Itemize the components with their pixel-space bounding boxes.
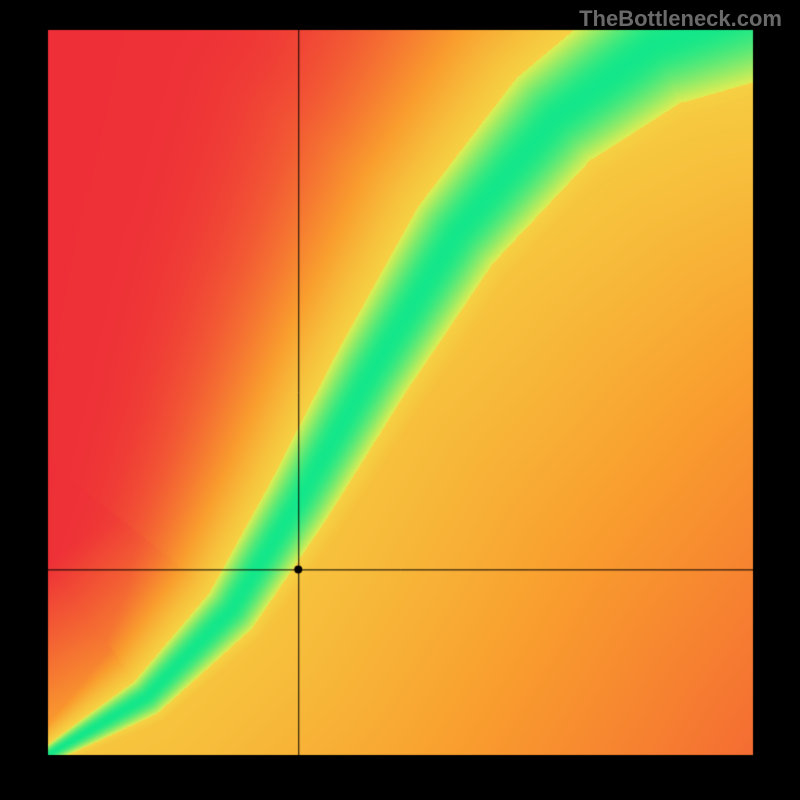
chart-container: TheBottleneck.com [0, 0, 800, 800]
heatmap-canvas [0, 0, 800, 800]
watermark-text: TheBottleneck.com [579, 6, 782, 32]
